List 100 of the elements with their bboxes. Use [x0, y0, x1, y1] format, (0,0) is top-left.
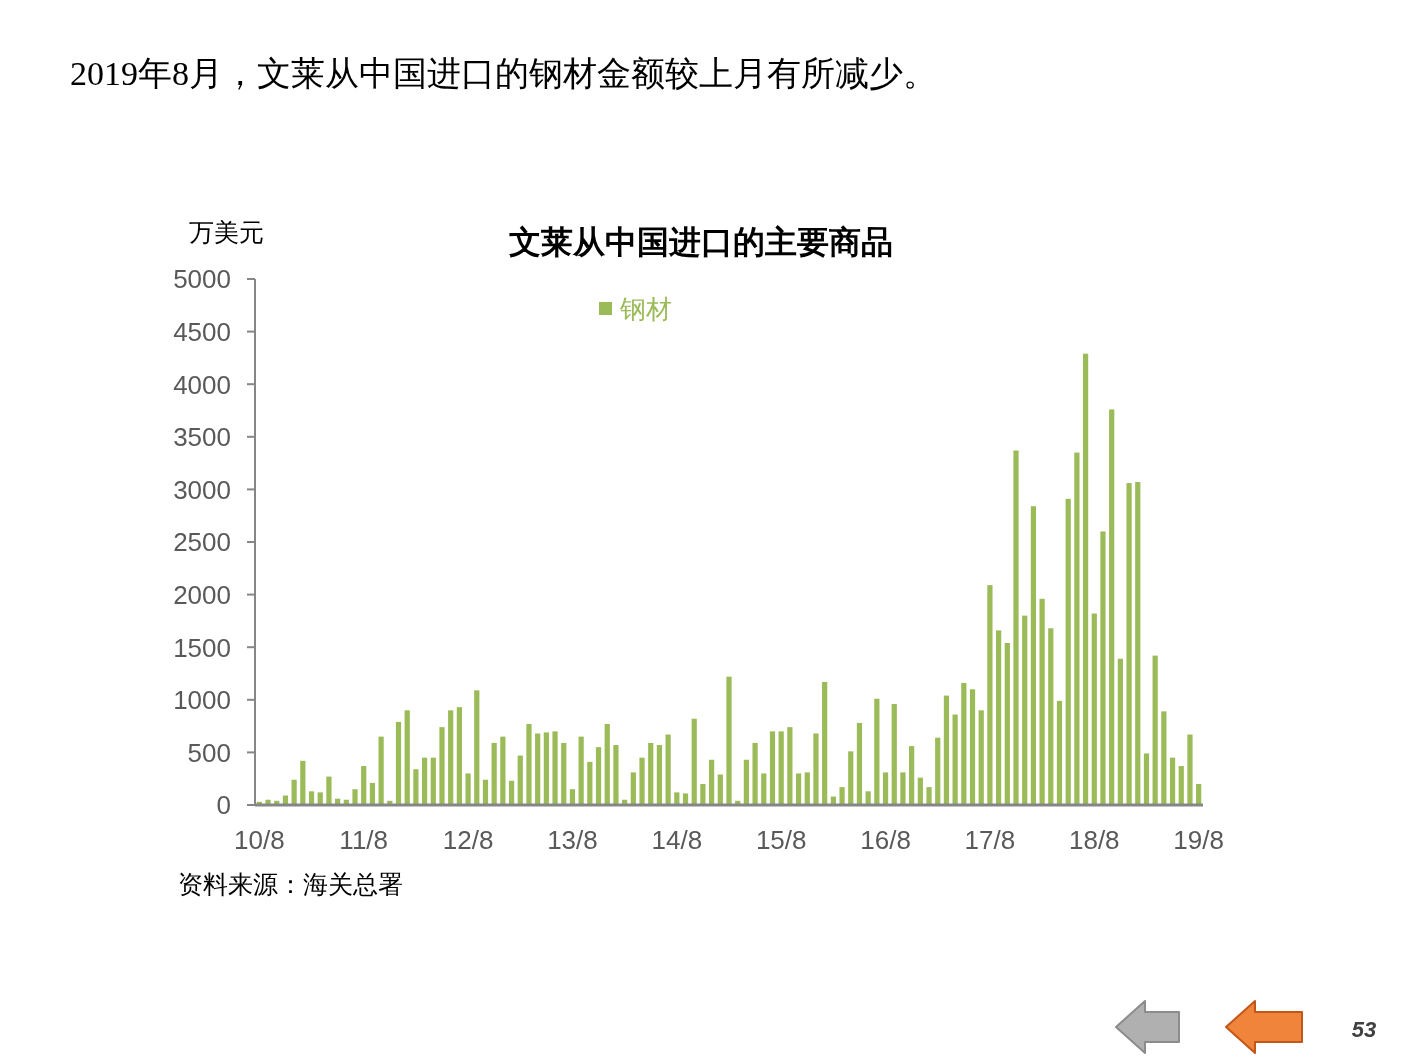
bar — [587, 761, 593, 805]
x-tick-label: 15/8 — [755, 825, 807, 855]
bar — [369, 782, 376, 805]
bar — [613, 745, 619, 805]
bar — [778, 731, 784, 805]
bar — [1117, 658, 1123, 805]
bar — [804, 772, 810, 805]
bar — [874, 698, 880, 805]
legend-label: 钢材 — [619, 294, 672, 325]
bar — [395, 721, 402, 805]
bar — [665, 734, 671, 805]
bar — [969, 689, 976, 805]
bar — [561, 742, 567, 805]
bar — [1082, 353, 1089, 805]
y-tick-label: 0 — [216, 790, 231, 821]
bar — [726, 676, 732, 805]
x-tick-label: 14/8 — [651, 825, 703, 855]
y-tick-label: 4000 — [173, 369, 231, 400]
bar — [413, 769, 419, 805]
bar — [1004, 642, 1010, 805]
bar — [291, 779, 297, 805]
bar — [1178, 766, 1184, 805]
bar — [552, 731, 558, 805]
bar — [543, 732, 549, 805]
bar — [508, 780, 515, 805]
bar — [1030, 506, 1037, 805]
bar — [952, 714, 958, 805]
y-tick-label: 1000 — [173, 685, 231, 716]
bar — [1196, 783, 1202, 805]
bar — [769, 731, 776, 805]
bar — [1126, 483, 1132, 805]
bar — [709, 759, 715, 805]
bar — [935, 737, 941, 805]
bar — [717, 774, 723, 805]
x-tick-label: 17/8 — [964, 825, 1016, 855]
bar — [1161, 711, 1167, 805]
bar — [352, 789, 358, 805]
bar — [1091, 613, 1097, 805]
bar — [1169, 757, 1176, 805]
bar — [1065, 498, 1071, 805]
bar — [909, 746, 915, 805]
bar — [882, 772, 889, 805]
x-tick-label: 18/8 — [1068, 825, 1120, 855]
bar — [761, 773, 767, 805]
bar — [900, 772, 906, 805]
bar — [317, 792, 323, 805]
bar — [795, 773, 802, 805]
chart-subtitle: 文莱从中国进口的主要商品 — [509, 224, 893, 260]
bar — [482, 779, 489, 805]
y-tick-label: 3500 — [173, 422, 231, 453]
bar — [517, 755, 523, 805]
x-tick-label: 13/8 — [547, 825, 598, 855]
bar — [839, 787, 845, 805]
bar — [378, 736, 384, 805]
bar — [1048, 628, 1054, 805]
bar — [308, 791, 315, 805]
bar — [1109, 409, 1115, 805]
bar — [474, 690, 480, 805]
bar — [569, 789, 576, 805]
y-tick-label: 1500 — [173, 632, 231, 663]
bar — [943, 695, 950, 805]
bar — [996, 630, 1002, 805]
x-tick-label: 19/8 — [1173, 825, 1224, 855]
bar — [500, 736, 506, 805]
text: 资料来源：海关总署 — [178, 870, 403, 898]
bar — [1187, 734, 1193, 805]
x-tick-label: 10/8 — [234, 825, 285, 855]
x-tick-label: 11/8 — [339, 825, 389, 855]
bar — [700, 783, 706, 805]
bar — [1152, 655, 1158, 805]
bar — [822, 681, 828, 805]
bar — [1022, 615, 1028, 805]
y-tick-label: 4500 — [173, 316, 231, 347]
bar — [674, 792, 680, 805]
bar — [961, 682, 967, 805]
bar — [491, 742, 497, 805]
bar — [648, 742, 654, 805]
bar — [856, 722, 863, 805]
bar — [326, 776, 332, 805]
y-tick-label: 500 — [187, 737, 231, 768]
bar — [404, 710, 410, 805]
bar — [1013, 450, 1019, 805]
x-tick-label: 12/8 — [442, 825, 494, 855]
bar — [917, 777, 923, 805]
bar — [752, 742, 758, 805]
y-tick-label: 5000 — [173, 264, 231, 295]
bar — [848, 751, 854, 805]
bar — [787, 727, 793, 805]
y-tick-label: 2500 — [173, 527, 231, 558]
bar — [439, 727, 445, 805]
bar — [421, 757, 428, 805]
bar — [639, 757, 645, 805]
y-axis-title: 万美元 — [188, 218, 264, 246]
x-tick-label: 16/8 — [860, 825, 911, 855]
bar — [630, 772, 636, 805]
bar — [578, 736, 584, 805]
bar — [526, 724, 532, 805]
bar — [978, 710, 984, 805]
bar — [813, 733, 819, 805]
bar — [604, 724, 610, 805]
